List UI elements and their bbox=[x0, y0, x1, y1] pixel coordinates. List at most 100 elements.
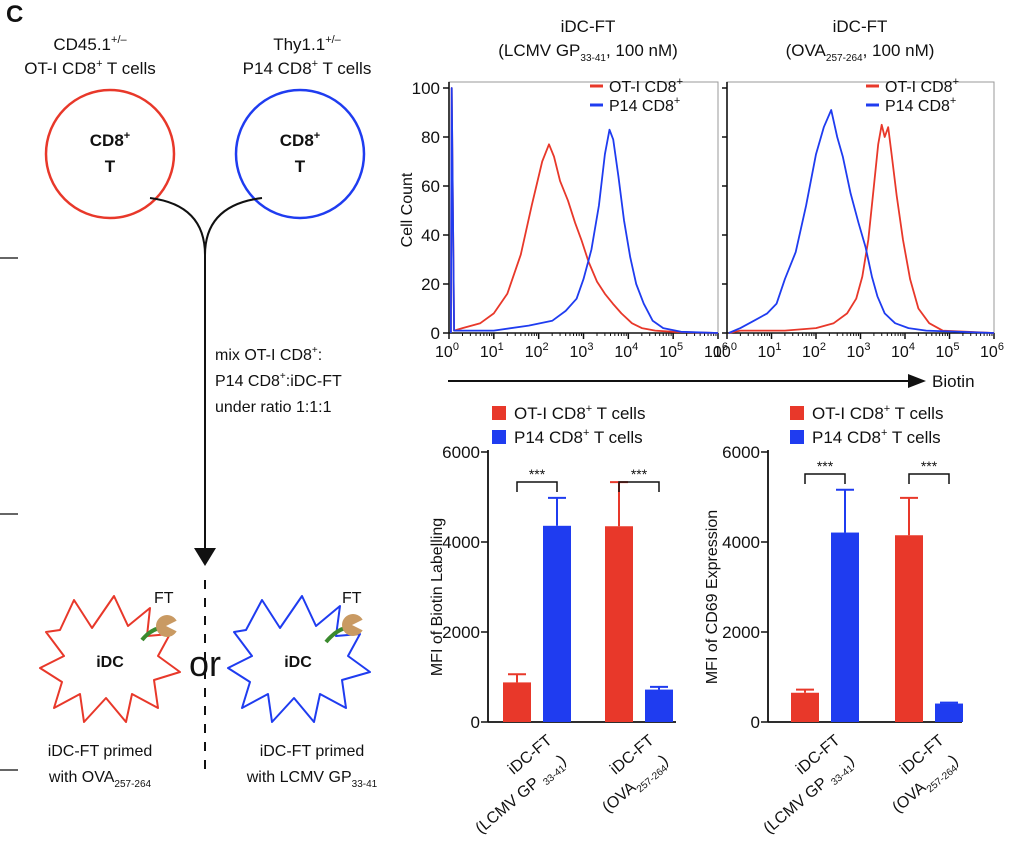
histogram-1: 0 20 40 60 80 100 100 101 102 103 104 105 106 OT-I CD… bbox=[412, 76, 728, 361]
legend-swatch bbox=[790, 406, 804, 420]
x-tick-label: 106 bbox=[704, 341, 728, 361]
y-tick-label: 20 bbox=[421, 275, 440, 294]
legend-swatch bbox=[492, 430, 506, 444]
histogram2-title-line2: (OVA257-264, 100 nM) bbox=[786, 41, 935, 64]
ot1-cell-label-t: T bbox=[105, 157, 116, 176]
significance-bracket bbox=[618, 481, 660, 492]
category-label-line1: iDC-FT bbox=[607, 732, 658, 778]
mix-arrow-head bbox=[194, 548, 216, 566]
p14-header-line2: P14 CD8+ T cells bbox=[243, 58, 372, 78]
ot1-header-line2: OT-I CD8+ T cells bbox=[24, 58, 155, 78]
ot1-cell-label: CD8+ bbox=[90, 130, 130, 150]
ot1-header-line1: CD45.1+/– bbox=[53, 34, 127, 54]
significance-bracket bbox=[908, 473, 950, 484]
idc-label-left: iDC bbox=[96, 654, 124, 671]
significance-label: *** bbox=[817, 458, 834, 474]
y-tick-label: 0 bbox=[431, 324, 440, 343]
histogram2-title-line1: iDC-FT bbox=[833, 17, 888, 36]
histogram-series-line bbox=[450, 87, 719, 334]
bar bbox=[935, 703, 963, 722]
x-tick-label: 102 bbox=[525, 341, 549, 361]
ft-label-right: FT bbox=[342, 590, 362, 607]
category-label-line1: iDC-FT bbox=[897, 732, 948, 778]
x-tick-label: 101 bbox=[480, 341, 504, 361]
mix-text-line3: under ratio 1:1:1 bbox=[215, 399, 332, 416]
significance-label: *** bbox=[631, 466, 648, 482]
or-label: or bbox=[189, 643, 221, 684]
y-tick-label: 6000 bbox=[722, 443, 760, 462]
idc-label-right: iDC bbox=[284, 654, 312, 671]
plot-frame bbox=[448, 81, 719, 334]
plot-frame bbox=[726, 81, 995, 334]
bar bbox=[791, 692, 819, 722]
caption-left-line2: with OVA257-264 bbox=[48, 769, 152, 790]
y-tick-label: 0 bbox=[751, 713, 760, 732]
merge-arrow-left bbox=[149, 197, 206, 256]
significance-label: *** bbox=[529, 466, 546, 482]
x-tick-label: 100 bbox=[435, 341, 459, 361]
x-tick-label: 103 bbox=[847, 341, 871, 361]
idc-cell-left bbox=[39, 595, 181, 723]
bar bbox=[503, 682, 531, 722]
ot1-cell-circle bbox=[44, 88, 176, 220]
p14-header-line1: Thy1.1+/– bbox=[273, 34, 341, 54]
panel-label: C bbox=[6, 1, 23, 28]
y-tick-label: 80 bbox=[421, 128, 440, 147]
histogram1-title-line2: (LCMV GP33-41, 100 nM) bbox=[498, 41, 678, 64]
bar bbox=[895, 535, 923, 722]
p14-cell-label: CD8+ bbox=[280, 130, 320, 150]
y-tick-label: 2000 bbox=[442, 623, 480, 642]
caption-left-line1: iDC-FT primed bbox=[48, 743, 153, 760]
bar-chart-cd69: 0 2000 4000 6000 MFI of CD69 Expression OT-I … bbox=[704, 403, 963, 837]
legend-label: P14 CD8+ T cells bbox=[812, 427, 941, 447]
ft-enzyme-notch-right bbox=[352, 619, 364, 631]
p14-cell-label-t: T bbox=[295, 157, 306, 176]
legend-label: OT-I CD8+ T cells bbox=[514, 403, 645, 423]
biotin-arrow-head bbox=[908, 374, 926, 388]
mix-text-line1: mix OT-I CD8+: bbox=[215, 345, 322, 364]
x-tick-label: 100 bbox=[713, 341, 737, 361]
merge-arrow-right bbox=[204, 197, 263, 256]
legend-label: P14 CD8+ T cells bbox=[514, 427, 643, 447]
x-tick-label: 103 bbox=[570, 341, 594, 361]
significance-bracket bbox=[516, 481, 558, 492]
bar bbox=[645, 689, 673, 722]
ft-label-left: FT bbox=[154, 590, 174, 607]
histogram-series-line bbox=[450, 87, 719, 334]
x-tick-label: 104 bbox=[614, 341, 638, 361]
x-tick-label: 105 bbox=[936, 341, 960, 361]
y-axis-label: MFI of CD69 Expression bbox=[704, 510, 721, 684]
y-tick-label: 40 bbox=[421, 226, 440, 245]
y-tick-label: 4000 bbox=[722, 533, 760, 552]
bar bbox=[831, 532, 859, 722]
histogram-2: 100 101 102 103 104 105 106 OT-I CD8+P14 CD8+ bbox=[713, 76, 1004, 361]
legend-label: P14 CD8+ bbox=[609, 95, 680, 115]
y-tick-label: 100 bbox=[412, 79, 440, 98]
legend-swatch bbox=[790, 430, 804, 444]
legend-label: OT-I CD8+ T cells bbox=[812, 403, 943, 423]
y-axis-label: MFI of Biotin Labelling bbox=[429, 518, 446, 676]
histogram-ylabel: Cell Count bbox=[399, 172, 416, 247]
ft-enzyme-notch-left bbox=[166, 620, 178, 632]
category-label-line1: iDC-FT bbox=[505, 732, 556, 778]
significance-bracket bbox=[804, 473, 846, 484]
legend-label: OT-I CD8+ bbox=[609, 76, 683, 96]
biotin-label: Biotin bbox=[932, 372, 975, 391]
y-tick-label: 4000 bbox=[442, 533, 480, 552]
legend-swatch bbox=[492, 406, 506, 420]
histogram-series-line bbox=[728, 123, 995, 334]
y-tick-label: 6000 bbox=[442, 443, 480, 462]
histogram1-title-line1: iDC-FT bbox=[561, 17, 616, 36]
histogram-series-line bbox=[728, 109, 995, 334]
legend-label: P14 CD8+ bbox=[885, 95, 956, 115]
bar-chart-biotin: 0 2000 4000 6000 MFI of Biotin Labelling OT-I… bbox=[429, 403, 676, 837]
category-label-line1: iDC-FT bbox=[793, 732, 844, 778]
legend-label: OT-I CD8+ bbox=[885, 76, 959, 96]
significance-label: *** bbox=[921, 458, 938, 474]
x-tick-label: 106 bbox=[980, 341, 1004, 361]
mix-text-line2: P14 CD8+:iDC-FT bbox=[215, 371, 342, 390]
x-tick-label: 105 bbox=[659, 341, 683, 361]
caption-right-line2: with LCMV GP33-41 bbox=[246, 769, 378, 790]
idc-cell-right bbox=[227, 595, 371, 723]
